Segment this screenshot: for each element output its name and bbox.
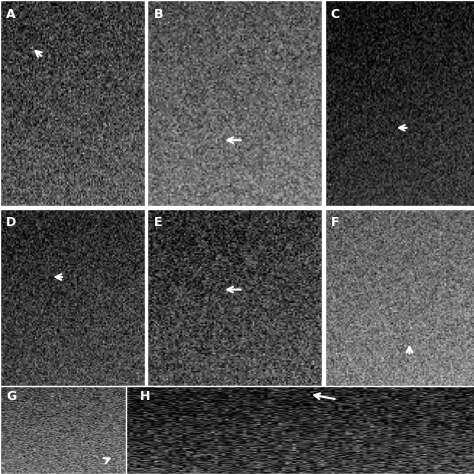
- Text: C: C: [331, 8, 340, 21]
- Text: H: H: [140, 390, 150, 403]
- Text: D: D: [6, 216, 16, 229]
- Text: F: F: [331, 216, 339, 229]
- Text: G: G: [7, 390, 17, 403]
- Text: E: E: [154, 216, 163, 229]
- Text: A: A: [6, 8, 16, 21]
- Text: B: B: [154, 8, 164, 21]
